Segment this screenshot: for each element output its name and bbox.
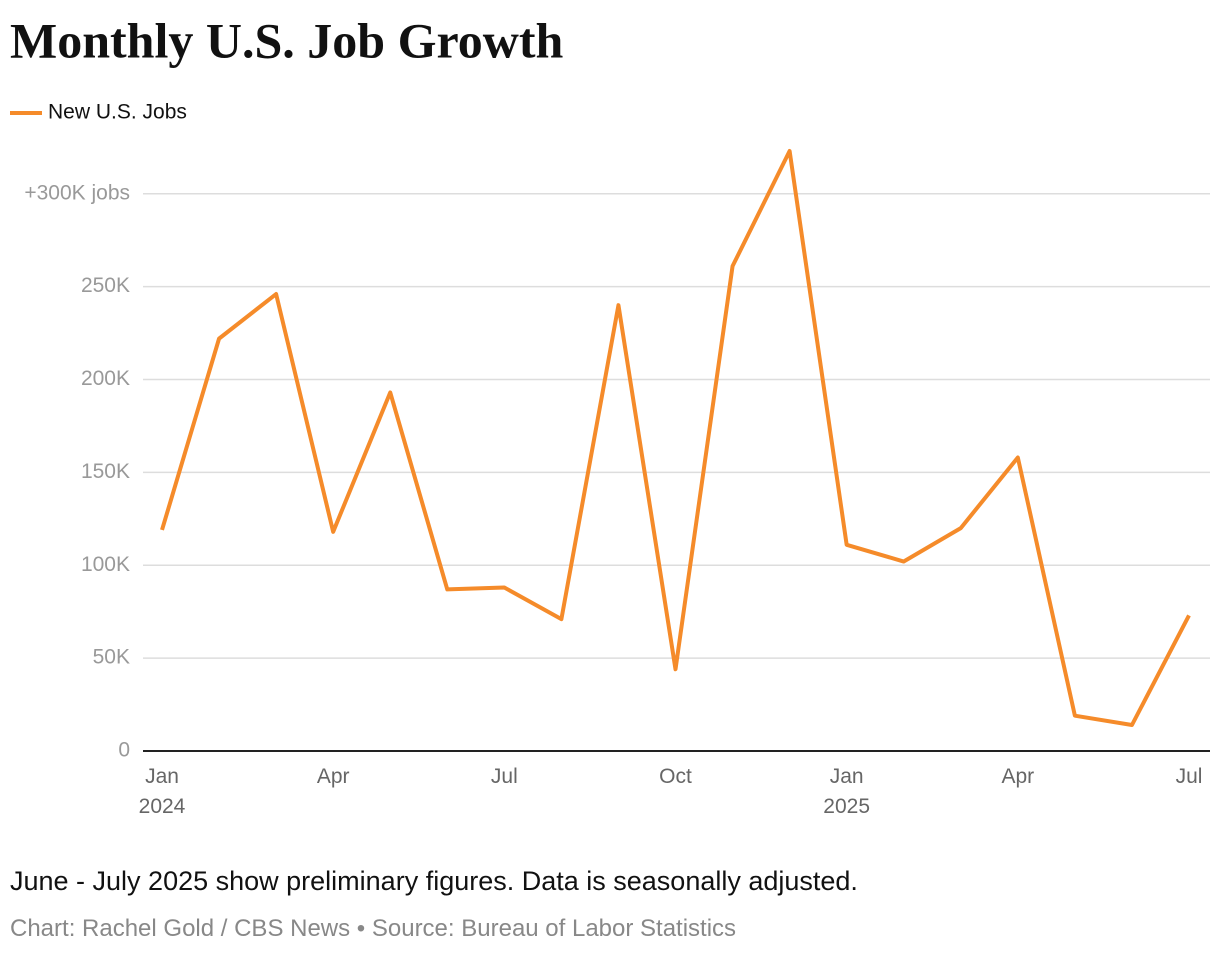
x-tick-label: Oct: [659, 765, 692, 788]
y-tick-label: 100K: [81, 553, 130, 576]
chart-title: Monthly U.S. Job Growth: [10, 12, 564, 68]
x-tick-label: Jan 2024: [138, 765, 186, 818]
x-tick-label: Jul: [1175, 765, 1203, 788]
y-tick-label: +300K jobs: [24, 181, 130, 204]
x-tick-label: Jul: [490, 765, 518, 788]
y-tick-label: 200K: [81, 367, 130, 390]
x-tick-label: Apr: [316, 765, 350, 788]
y-tick-label: 50K: [93, 646, 130, 669]
footnote: June - July 2025 show preliminary figure…: [10, 866, 858, 896]
x-tick-label: Apr: [1001, 765, 1035, 788]
x-tick-label: Jan 2025: [823, 765, 871, 818]
y-tick-label: 250K: [81, 274, 130, 297]
y-tick-label: 0: [118, 739, 130, 762]
legend-label: New U.S. Jobs: [48, 101, 187, 124]
data-line: [160, 149, 1191, 727]
y-tick-label: 150K: [81, 460, 130, 483]
source: Chart: Rachel Gold / CBS News • Source: …: [10, 915, 737, 942]
